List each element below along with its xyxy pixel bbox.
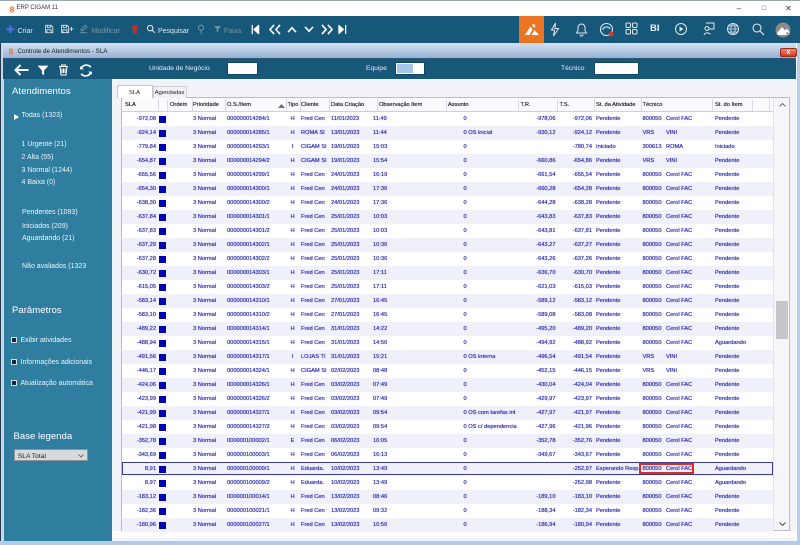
svg-text:8: 8 — [9, 47, 14, 56]
svg-text:8: 8 — [9, 5, 14, 14]
